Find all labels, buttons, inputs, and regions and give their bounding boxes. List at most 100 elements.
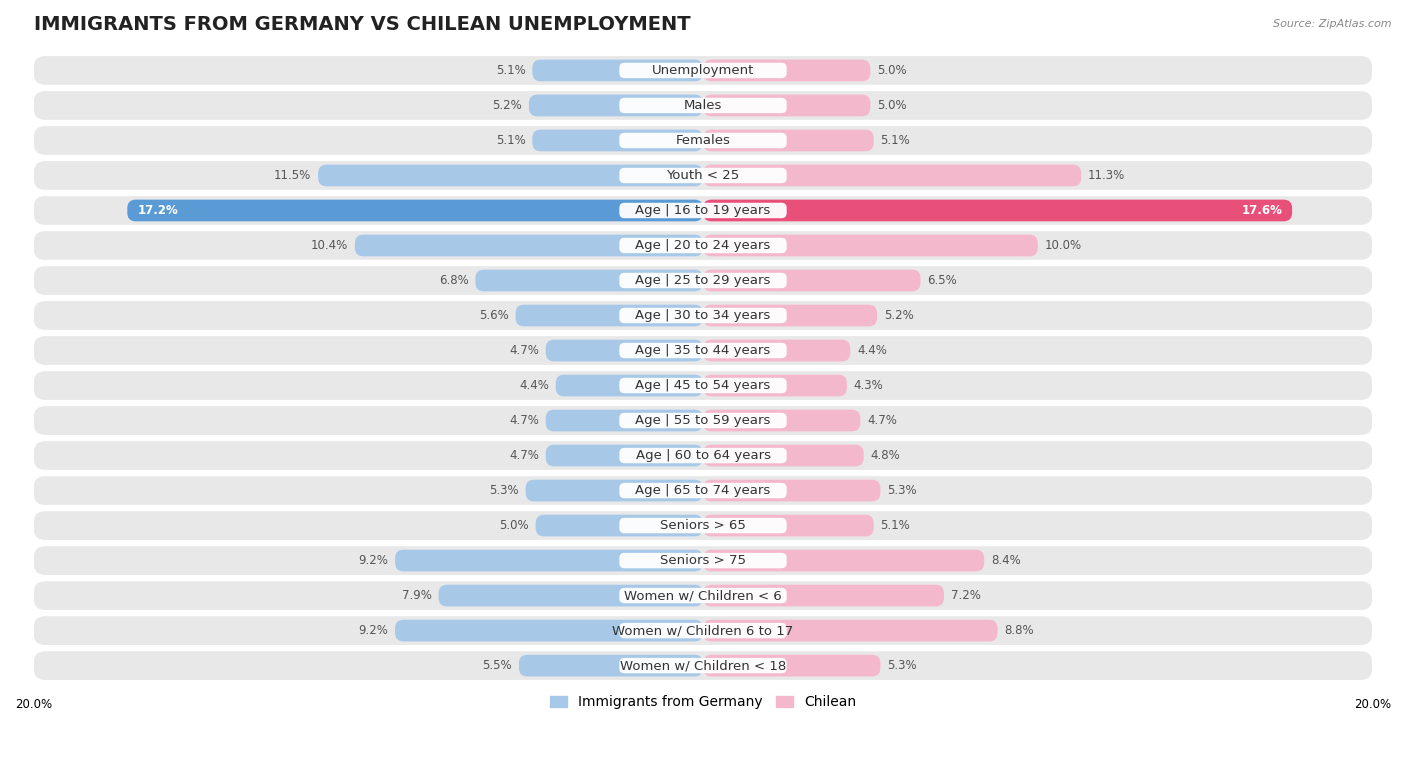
FancyBboxPatch shape [703, 375, 846, 397]
FancyBboxPatch shape [619, 378, 787, 393]
Text: 5.5%: 5.5% [482, 659, 512, 672]
FancyBboxPatch shape [546, 340, 703, 361]
Text: 8.8%: 8.8% [1004, 624, 1033, 637]
Text: Age | 45 to 54 years: Age | 45 to 54 years [636, 379, 770, 392]
FancyBboxPatch shape [619, 273, 787, 288]
Text: Seniors > 65: Seniors > 65 [659, 519, 747, 532]
Text: Unemployment: Unemployment [652, 64, 754, 77]
FancyBboxPatch shape [34, 266, 1372, 295]
Text: 8.4%: 8.4% [991, 554, 1021, 567]
FancyBboxPatch shape [519, 655, 703, 677]
FancyBboxPatch shape [619, 63, 787, 78]
FancyBboxPatch shape [318, 164, 703, 186]
Text: Males: Males [683, 99, 723, 112]
FancyBboxPatch shape [529, 95, 703, 117]
FancyBboxPatch shape [555, 375, 703, 397]
FancyBboxPatch shape [34, 511, 1372, 540]
FancyBboxPatch shape [703, 620, 997, 641]
Text: 4.7%: 4.7% [509, 449, 538, 462]
FancyBboxPatch shape [703, 200, 1292, 221]
FancyBboxPatch shape [703, 60, 870, 81]
FancyBboxPatch shape [475, 269, 703, 291]
Text: 5.2%: 5.2% [884, 309, 914, 322]
Text: 5.1%: 5.1% [880, 134, 910, 147]
FancyBboxPatch shape [619, 448, 787, 463]
FancyBboxPatch shape [34, 547, 1372, 575]
FancyBboxPatch shape [34, 231, 1372, 260]
FancyBboxPatch shape [703, 515, 873, 537]
FancyBboxPatch shape [34, 301, 1372, 330]
Text: 5.3%: 5.3% [489, 484, 519, 497]
Text: 5.0%: 5.0% [877, 99, 907, 112]
FancyBboxPatch shape [34, 91, 1372, 120]
Text: Age | 60 to 64 years: Age | 60 to 64 years [636, 449, 770, 462]
Text: Women w/ Children < 6: Women w/ Children < 6 [624, 589, 782, 602]
FancyBboxPatch shape [34, 371, 1372, 400]
Text: 10.4%: 10.4% [311, 239, 349, 252]
FancyBboxPatch shape [703, 235, 1038, 257]
FancyBboxPatch shape [703, 129, 873, 151]
FancyBboxPatch shape [619, 553, 787, 569]
FancyBboxPatch shape [619, 238, 787, 253]
FancyBboxPatch shape [619, 132, 787, 148]
FancyBboxPatch shape [703, 480, 880, 501]
Text: Age | 16 to 19 years: Age | 16 to 19 years [636, 204, 770, 217]
Text: Source: ZipAtlas.com: Source: ZipAtlas.com [1274, 19, 1392, 29]
Text: 4.8%: 4.8% [870, 449, 900, 462]
Text: Youth < 25: Youth < 25 [666, 169, 740, 182]
Text: 11.5%: 11.5% [274, 169, 311, 182]
FancyBboxPatch shape [703, 655, 880, 677]
FancyBboxPatch shape [703, 304, 877, 326]
FancyBboxPatch shape [703, 95, 870, 117]
FancyBboxPatch shape [619, 343, 787, 358]
FancyBboxPatch shape [395, 620, 703, 641]
FancyBboxPatch shape [703, 164, 1081, 186]
Text: 5.0%: 5.0% [499, 519, 529, 532]
Text: Females: Females [675, 134, 731, 147]
Text: Women w/ Children 6 to 17: Women w/ Children 6 to 17 [613, 624, 793, 637]
Text: 4.3%: 4.3% [853, 379, 883, 392]
FancyBboxPatch shape [34, 126, 1372, 155]
FancyBboxPatch shape [34, 441, 1372, 470]
Text: Age | 35 to 44 years: Age | 35 to 44 years [636, 344, 770, 357]
FancyBboxPatch shape [533, 60, 703, 81]
FancyBboxPatch shape [34, 407, 1372, 435]
Text: 5.1%: 5.1% [496, 64, 526, 77]
Text: Age | 55 to 59 years: Age | 55 to 59 years [636, 414, 770, 427]
Text: 5.1%: 5.1% [496, 134, 526, 147]
FancyBboxPatch shape [703, 584, 943, 606]
Text: 4.4%: 4.4% [858, 344, 887, 357]
FancyBboxPatch shape [619, 168, 787, 183]
FancyBboxPatch shape [619, 203, 787, 218]
FancyBboxPatch shape [703, 269, 921, 291]
FancyBboxPatch shape [34, 616, 1372, 645]
FancyBboxPatch shape [619, 98, 787, 113]
FancyBboxPatch shape [34, 336, 1372, 365]
Text: IMMIGRANTS FROM GERMANY VS CHILEAN UNEMPLOYMENT: IMMIGRANTS FROM GERMANY VS CHILEAN UNEMP… [34, 15, 690, 34]
Text: 5.6%: 5.6% [479, 309, 509, 322]
Text: 4.7%: 4.7% [509, 414, 538, 427]
Text: 4.4%: 4.4% [519, 379, 548, 392]
FancyBboxPatch shape [395, 550, 703, 572]
FancyBboxPatch shape [546, 444, 703, 466]
FancyBboxPatch shape [34, 476, 1372, 505]
FancyBboxPatch shape [619, 623, 787, 638]
FancyBboxPatch shape [354, 235, 703, 257]
Text: Women w/ Children < 18: Women w/ Children < 18 [620, 659, 786, 672]
Text: 4.7%: 4.7% [868, 414, 897, 427]
Text: 7.9%: 7.9% [402, 589, 432, 602]
Text: 5.3%: 5.3% [887, 484, 917, 497]
FancyBboxPatch shape [619, 518, 787, 533]
Text: Age | 25 to 29 years: Age | 25 to 29 years [636, 274, 770, 287]
Text: 5.0%: 5.0% [877, 64, 907, 77]
Text: Age | 30 to 34 years: Age | 30 to 34 years [636, 309, 770, 322]
FancyBboxPatch shape [526, 480, 703, 501]
FancyBboxPatch shape [619, 413, 787, 428]
Text: Age | 20 to 24 years: Age | 20 to 24 years [636, 239, 770, 252]
Text: 17.2%: 17.2% [138, 204, 179, 217]
FancyBboxPatch shape [619, 658, 787, 673]
Text: 5.2%: 5.2% [492, 99, 522, 112]
Text: 6.5%: 6.5% [928, 274, 957, 287]
Text: 7.2%: 7.2% [950, 589, 980, 602]
Text: 11.3%: 11.3% [1088, 169, 1125, 182]
